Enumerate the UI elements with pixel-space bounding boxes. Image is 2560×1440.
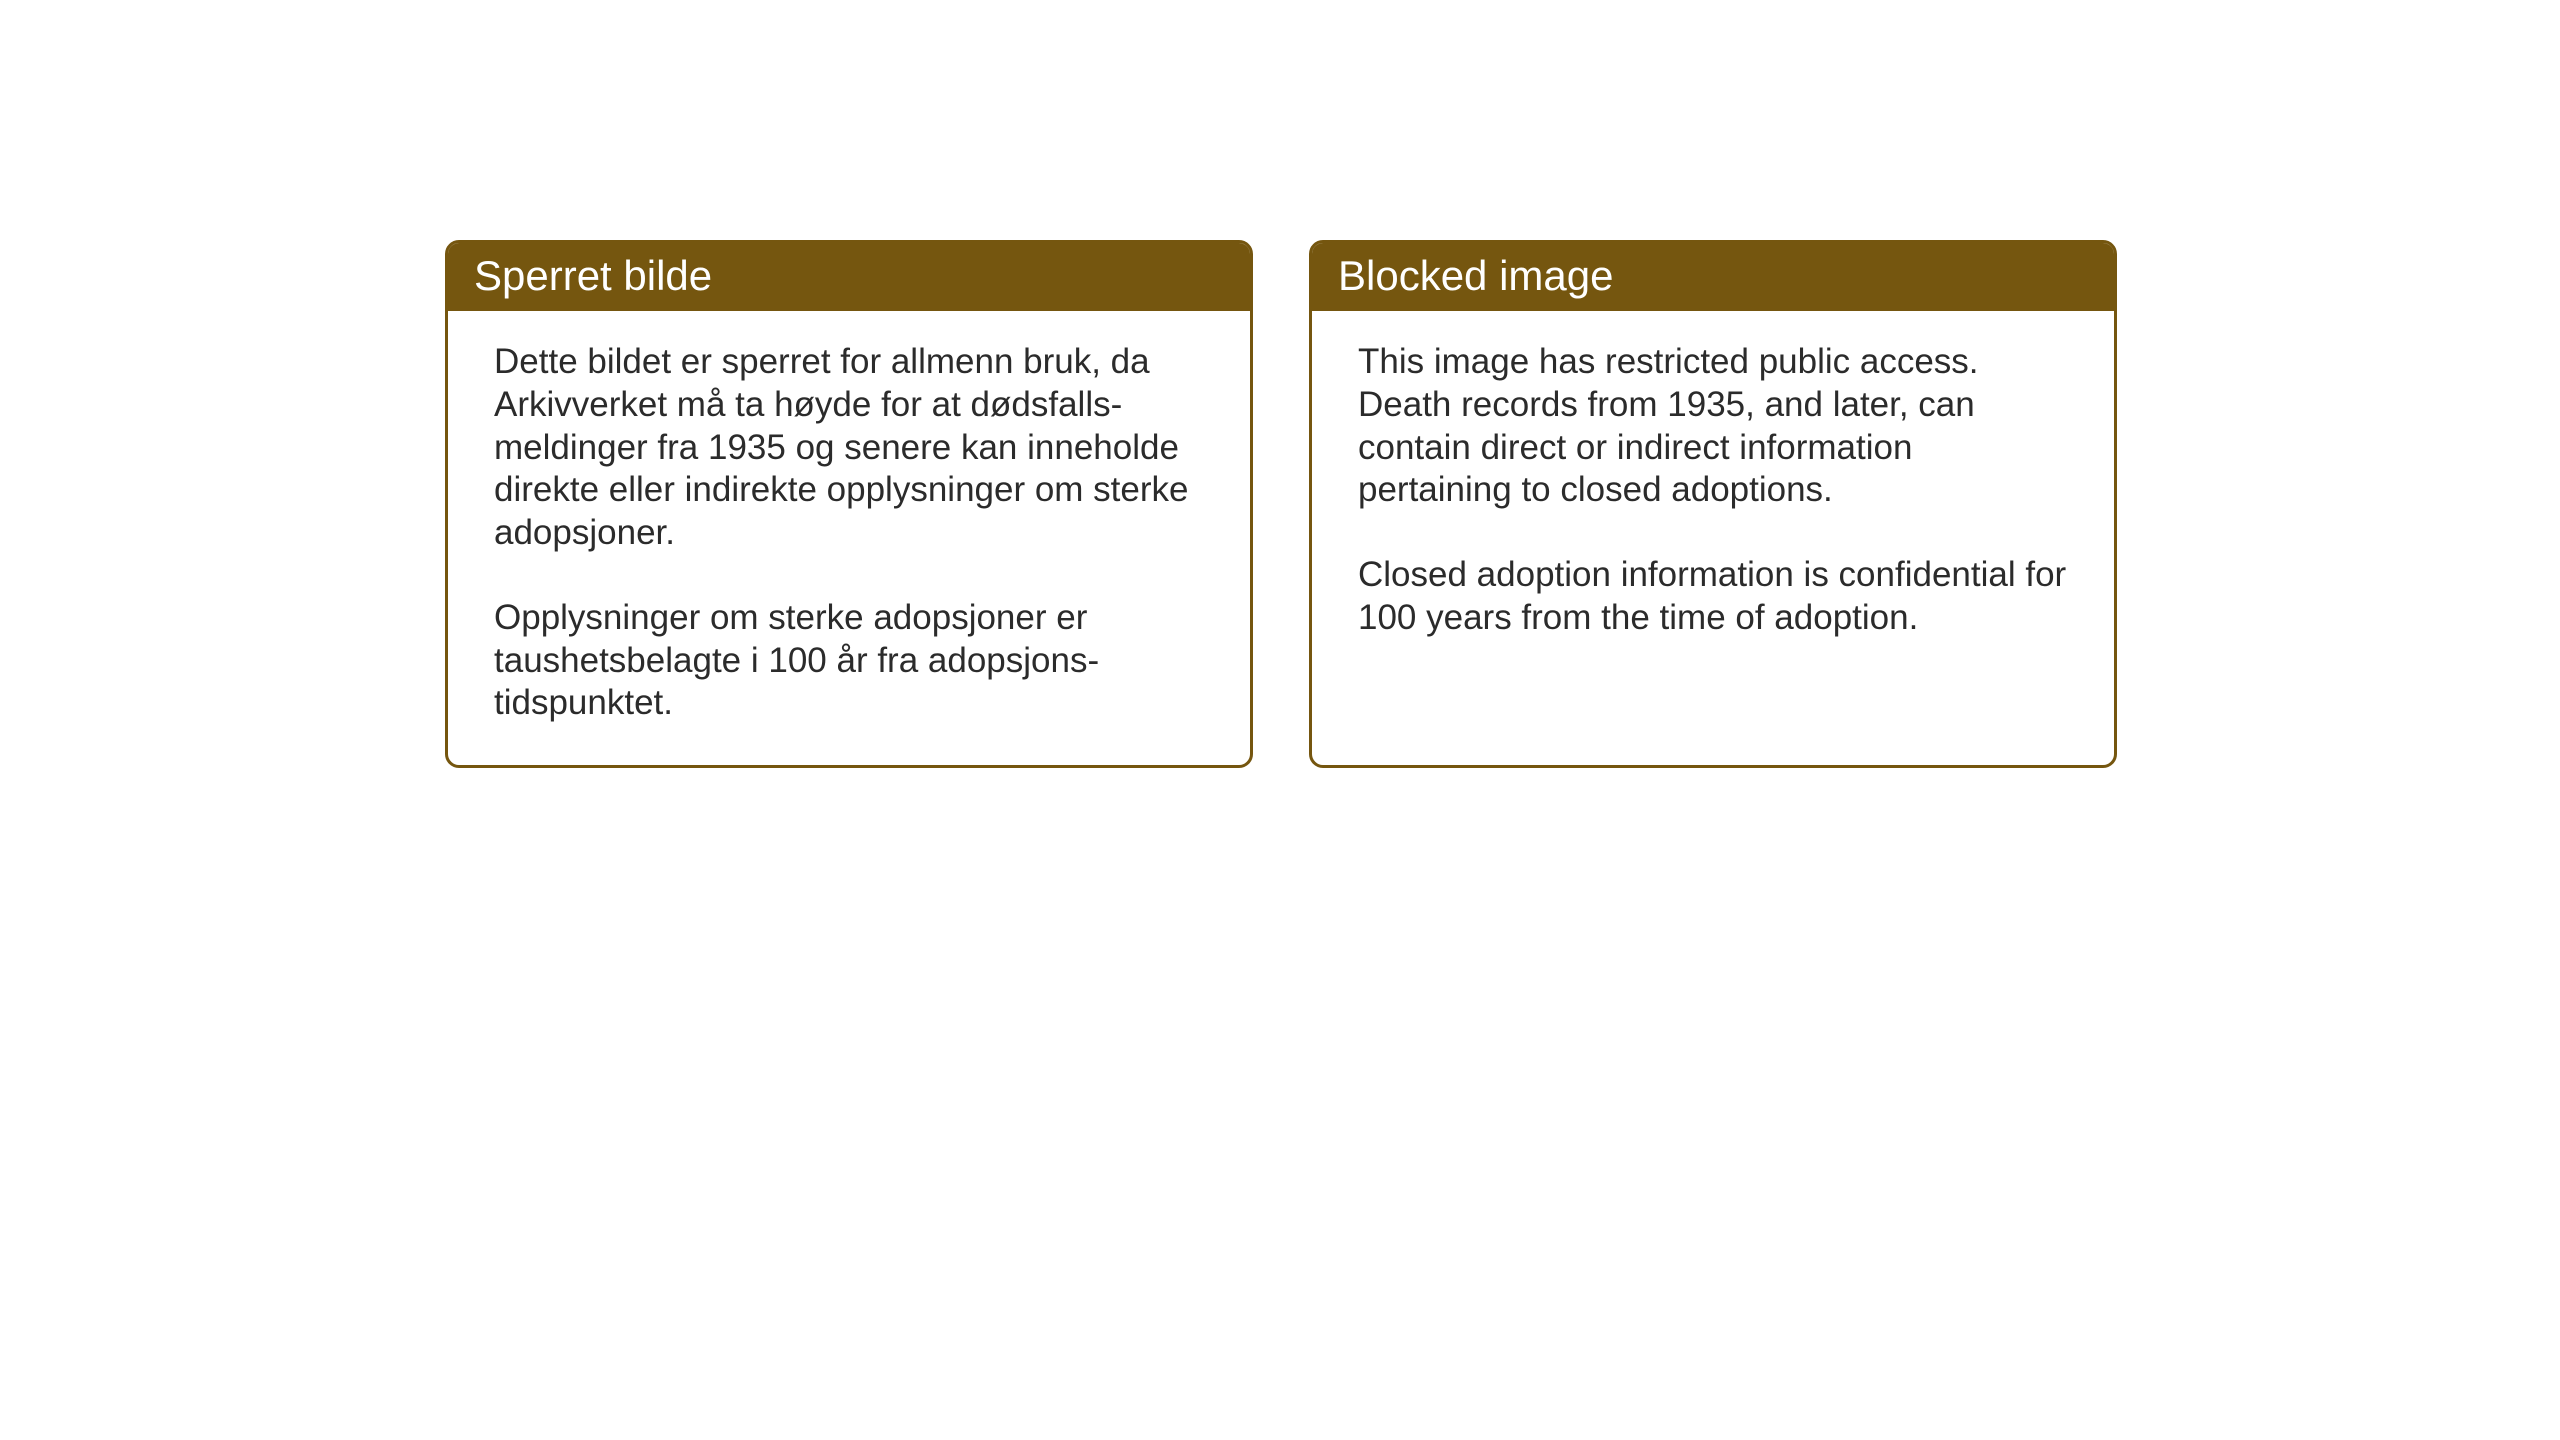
card-paragraph-2-english: Closed adoption information is confident… [1358,554,2068,639]
card-title-norwegian: Sperret bilde [474,252,712,299]
card-paragraph-1-norwegian: Dette bildet er sperret for allmenn bruk… [494,341,1204,554]
card-paragraph-1-english: This image has restricted public access.… [1358,341,2068,512]
card-body-norwegian: Dette bildet er sperret for allmenn bruk… [448,311,1250,765]
notice-card-english: Blocked image This image has restricted … [1309,240,2117,768]
card-title-english: Blocked image [1338,252,1613,299]
notice-container: Sperret bilde Dette bildet er sperret fo… [445,240,2117,768]
card-header-norwegian: Sperret bilde [448,243,1250,311]
card-paragraph-2-norwegian: Opplysninger om sterke adopsjoner er tau… [494,597,1204,725]
notice-card-norwegian: Sperret bilde Dette bildet er sperret fo… [445,240,1253,768]
card-header-english: Blocked image [1312,243,2114,311]
card-body-english: This image has restricted public access.… [1312,311,2114,679]
